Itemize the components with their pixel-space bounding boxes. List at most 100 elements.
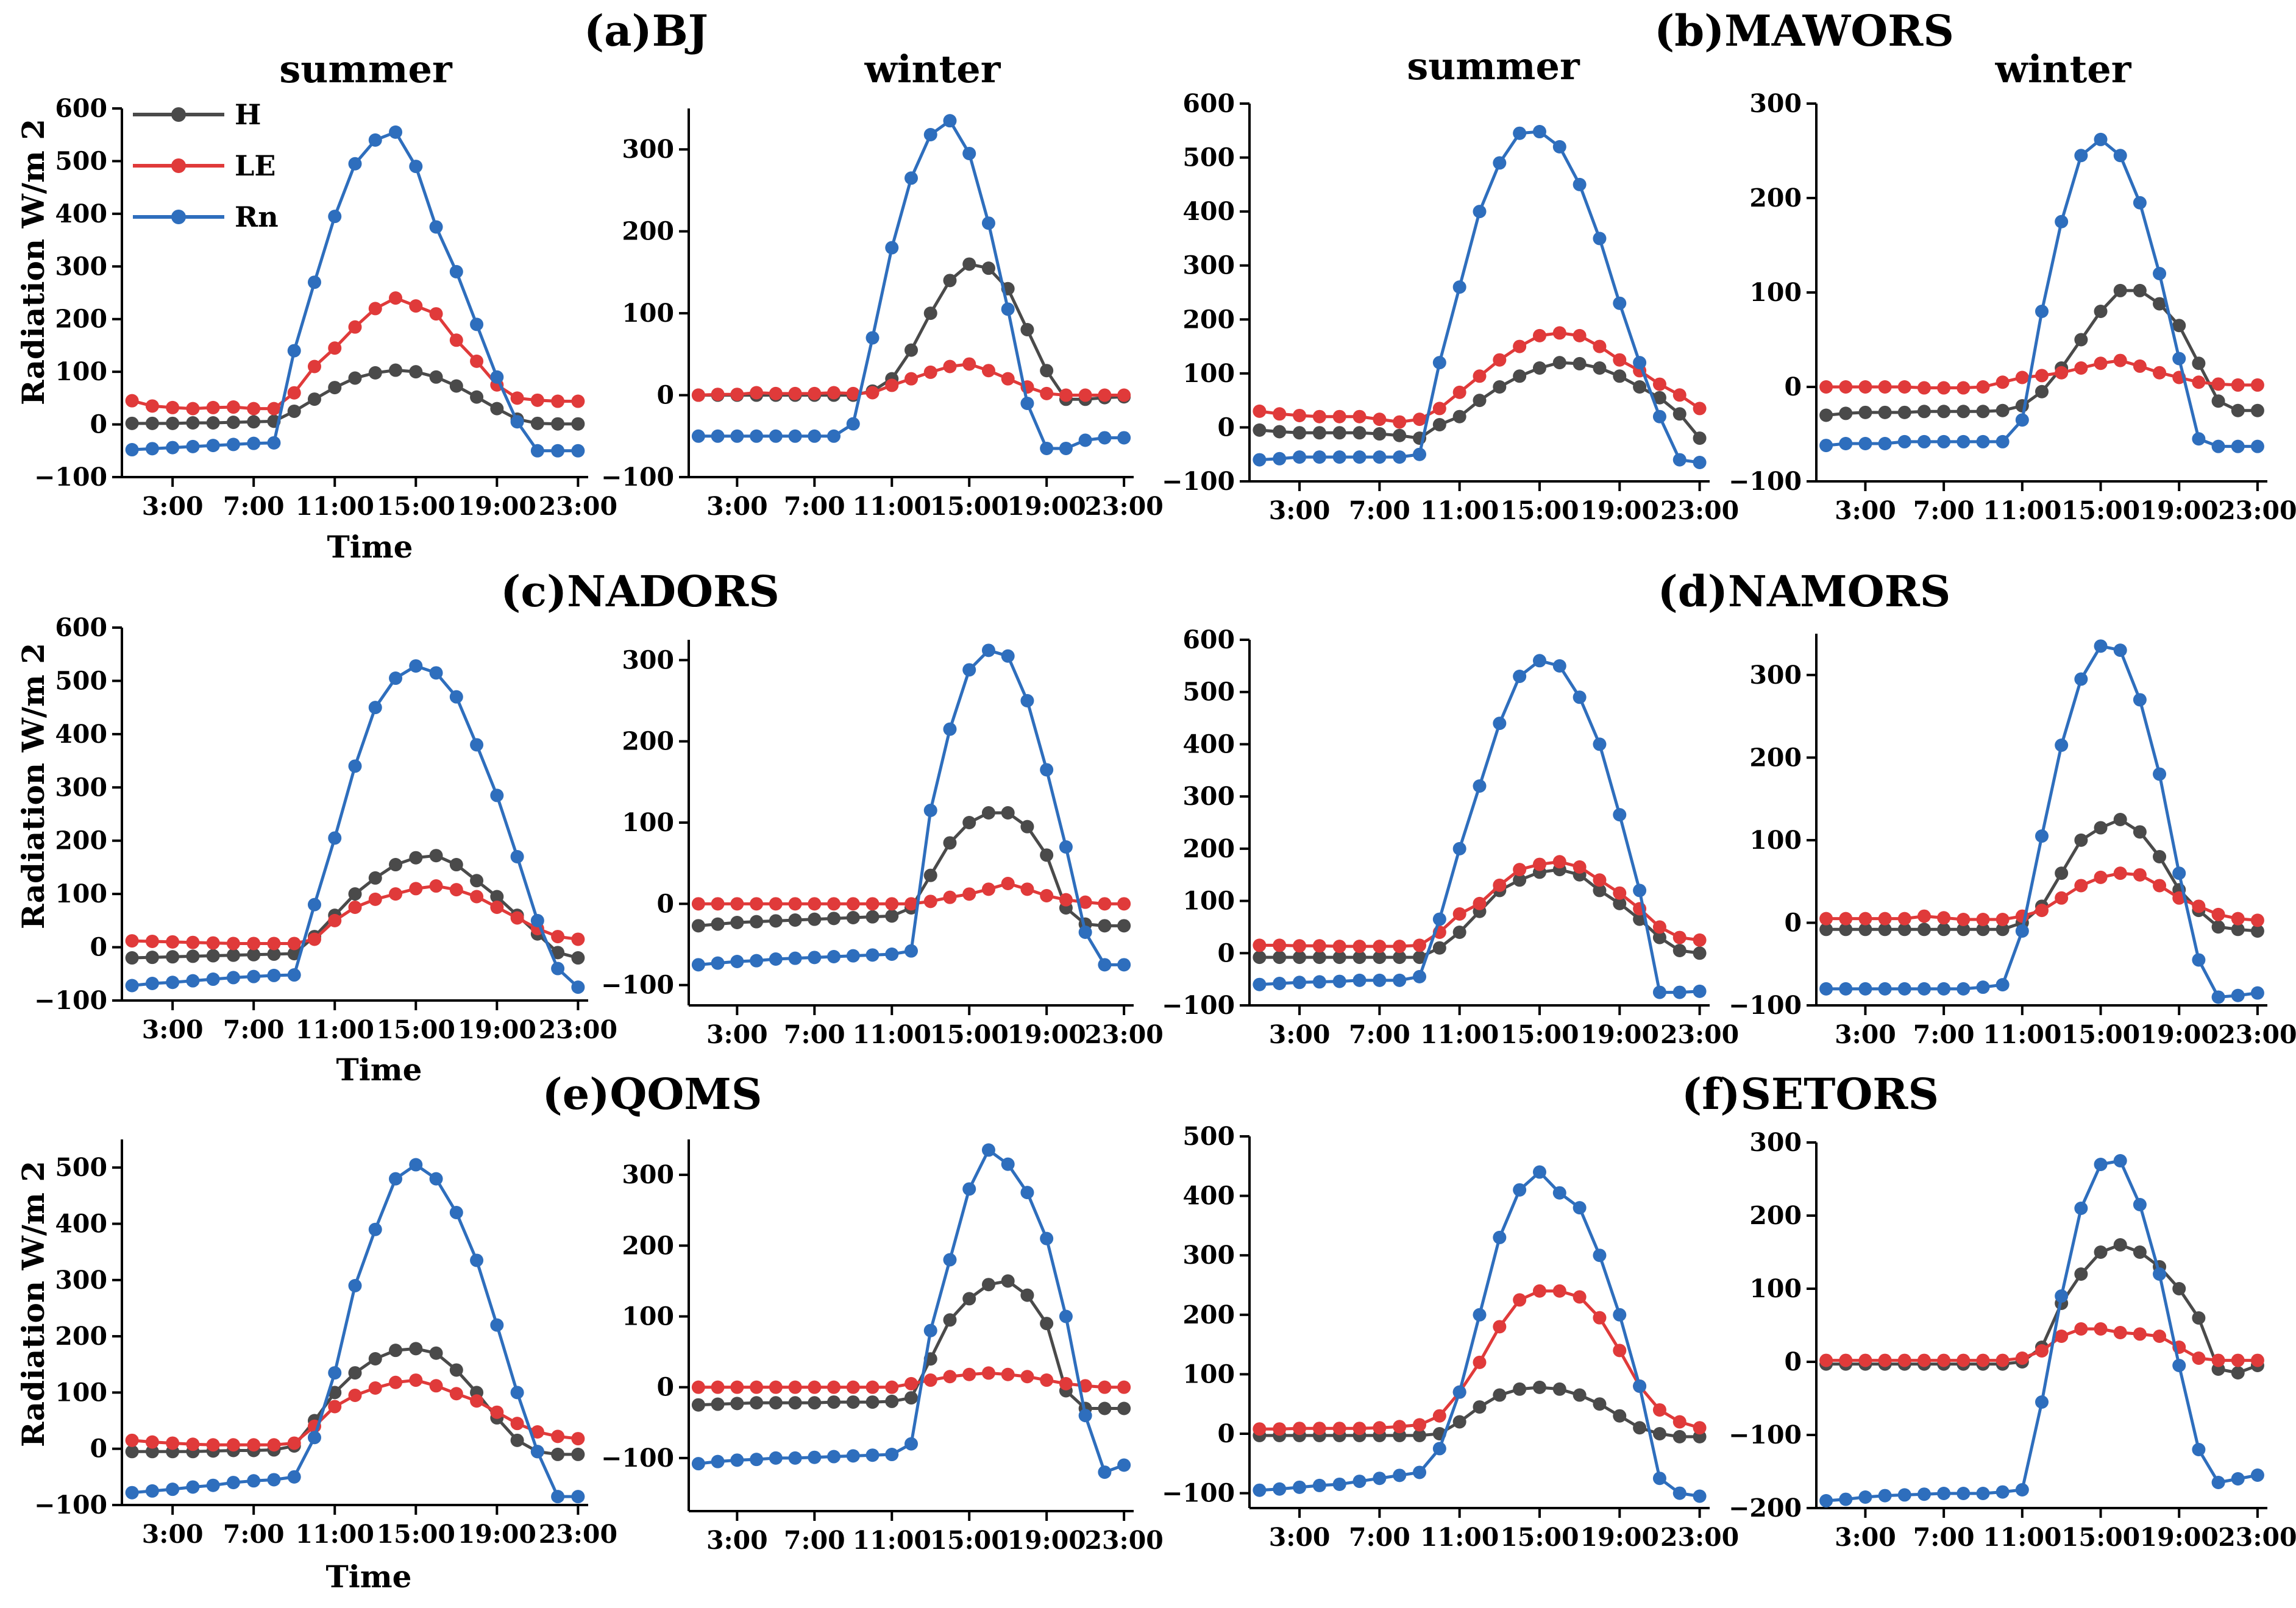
y-tick-label: 200 (1182, 1300, 1235, 1330)
data-point-rn (2231, 1472, 2245, 1486)
data-point-rn (769, 1451, 783, 1465)
data-point-rn (1532, 125, 1546, 139)
data-point-le (1819, 912, 1833, 926)
data-point-rn (1652, 1472, 1666, 1486)
data-point-le (1373, 1421, 1387, 1435)
data-point-le (145, 1435, 159, 1449)
data-point-le (2231, 378, 2245, 392)
data-point-h (711, 917, 725, 931)
data-point-rn (1413, 969, 1427, 983)
y-tick-label: 300 (55, 773, 107, 802)
data-point-rn (1001, 1157, 1015, 1171)
data-point-le (1652, 920, 1666, 934)
data-point-le (1078, 895, 1092, 909)
data-point-le (865, 386, 880, 400)
data-point-rn (551, 444, 565, 458)
data-point-le (1652, 377, 1666, 391)
data-point-le (125, 934, 139, 948)
data-point-h (1352, 951, 1367, 965)
data-point-le (2231, 1353, 2245, 1367)
data-point-h (1652, 930, 1666, 944)
data-point-rn (1117, 431, 1131, 445)
data-point-rn (571, 980, 585, 994)
y-tick-label: 0 (656, 381, 674, 410)
data-point-rn (348, 759, 362, 773)
y-tick-label: 200 (1749, 1201, 1802, 1230)
data-point-h (962, 257, 976, 271)
data-point-rn (2074, 1202, 2088, 1215)
x-tick-label: 19:00 (1580, 1523, 1659, 1552)
data-point-rn (1513, 126, 1527, 140)
data-point-le (1917, 381, 1931, 395)
data-point-rn (943, 722, 957, 736)
data-point-rn (490, 788, 504, 802)
data-point-le (2074, 1322, 2088, 1336)
data-point-rn (2113, 1154, 2127, 1167)
data-point-rn (2055, 1289, 2069, 1303)
x-tick-label: 7:00 (784, 492, 845, 521)
data-point-rn (1513, 1183, 1527, 1197)
data-point-le (808, 897, 822, 911)
data-point-rn (788, 951, 802, 965)
data-point-le (2094, 870, 2108, 884)
data-point-rn (166, 976, 180, 990)
x-tick-label: 7:00 (1349, 496, 1410, 525)
data-point-rn (1957, 982, 1971, 996)
data-point-h (905, 1391, 918, 1405)
data-point-rn (962, 1182, 976, 1196)
y-tick-label: 300 (622, 135, 674, 164)
data-point-rn (1858, 1490, 1872, 1504)
data-point-le (307, 359, 321, 374)
data-point-rn (2250, 1468, 2264, 1482)
data-point-h (691, 919, 705, 933)
data-point-rn (1040, 441, 1054, 455)
y-tick-label: 600 (1182, 625, 1235, 654)
data-point-h (885, 1394, 899, 1408)
data-point-rn (711, 1454, 725, 1468)
data-point-rn (1573, 177, 1587, 191)
data-point-h (1573, 1388, 1587, 1402)
data-point-le (1513, 1293, 1527, 1307)
data-point-le (1573, 1290, 1587, 1304)
data-point-le (2113, 866, 2127, 880)
data-point-le (166, 935, 180, 949)
x-tick-label: 11:00 (1420, 1020, 1499, 1049)
y-tick-label: 300 (1182, 251, 1235, 280)
data-point-h (2192, 356, 2206, 370)
data-point-le (1273, 407, 1287, 421)
data-point-le (2055, 1330, 2069, 1343)
data-point-h (429, 1346, 443, 1360)
data-point-le (1413, 1418, 1427, 1432)
data-point-h (730, 916, 744, 929)
data-point-le (368, 1381, 382, 1395)
data-point-rn (1672, 1486, 1686, 1500)
y-tick-label: −100 (34, 462, 107, 492)
data-point-le (1672, 388, 1686, 402)
data-point-rn (247, 969, 261, 983)
data-point-h (1996, 403, 2010, 417)
x-tick-label: 19:00 (2140, 1020, 2219, 1049)
data-point-le (328, 341, 342, 355)
x-tick-label: 11:00 (853, 1526, 931, 1555)
data-point-le (1897, 380, 1911, 394)
data-point-rn (905, 944, 918, 958)
data-point-le (389, 1375, 403, 1389)
data-point-rn (206, 439, 220, 453)
data-point-h (962, 816, 976, 829)
data-point-h (1413, 951, 1427, 965)
series-line-le (132, 296, 578, 411)
data-point-h (981, 1278, 995, 1292)
legend-marker-le (171, 158, 186, 173)
data-point-le (145, 934, 159, 948)
y-tick-label: −100 (601, 971, 674, 1000)
data-point-le (1957, 913, 1971, 927)
data-point-h (2113, 283, 2127, 297)
data-point-le (186, 935, 200, 949)
data-point-le (2211, 907, 2225, 921)
data-point-rn (691, 429, 705, 443)
data-point-h (1858, 923, 1872, 937)
data-point-h (2113, 813, 2127, 826)
data-point-h (368, 871, 382, 885)
data-point-le (247, 402, 261, 416)
data-point-le (1432, 1409, 1446, 1423)
